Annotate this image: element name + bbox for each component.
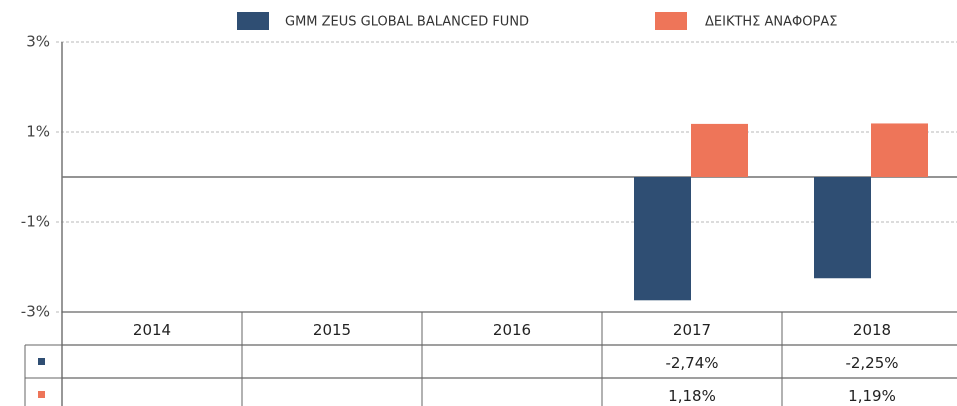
y-tick-label: 3% xyxy=(26,33,50,51)
legend-swatch xyxy=(237,12,269,30)
legend-swatch xyxy=(655,12,687,30)
table-value: 1,19% xyxy=(848,387,896,405)
y-tick-label: -1% xyxy=(21,213,50,231)
x-tick-label: 2015 xyxy=(313,321,351,339)
table-value: -2,74% xyxy=(665,354,718,372)
y-tick-label: 1% xyxy=(26,123,50,141)
legend-label: ΔΕΙΚΤΗΣ ΑΝΑΦΟΡΑΣ xyxy=(705,15,837,30)
x-tick-label: 2017 xyxy=(673,321,711,339)
bar xyxy=(871,123,928,177)
bar xyxy=(634,177,691,301)
bar xyxy=(691,123,748,177)
x-tick-label: 2016 xyxy=(493,321,531,339)
table-value: 1,18% xyxy=(668,387,716,405)
y-tick-label: -3% xyxy=(21,303,50,321)
legend-label: GMM ZEUS GLOBAL BALANCED FUND xyxy=(285,15,529,30)
table-value: -2,25% xyxy=(845,354,898,372)
row-marker xyxy=(38,358,45,365)
bar xyxy=(814,177,871,279)
x-tick-label: 2014 xyxy=(133,321,171,339)
x-tick-label: 2018 xyxy=(853,321,891,339)
row-marker xyxy=(38,391,45,398)
